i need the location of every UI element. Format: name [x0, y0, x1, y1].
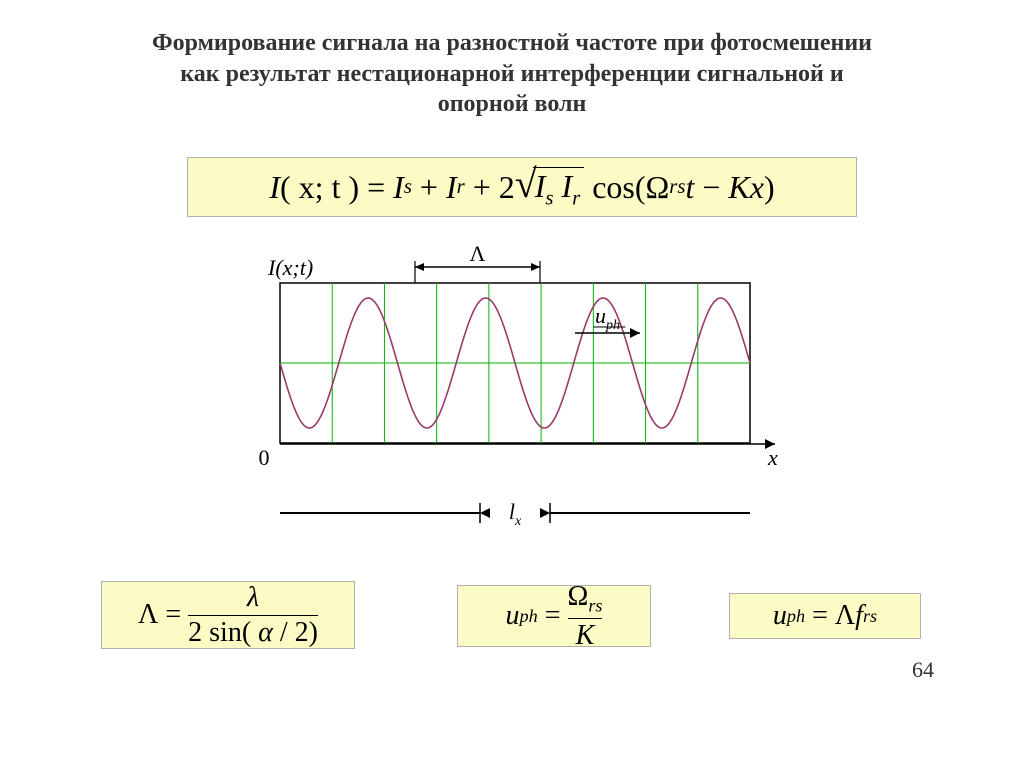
- eq-close: ): [764, 169, 775, 206]
- eq-x: x: [750, 169, 764, 206]
- eq2-u: u: [506, 600, 520, 632]
- eq-Is: I: [393, 169, 404, 206]
- eq-K: K: [728, 169, 749, 206]
- eq-two: 2: [499, 169, 515, 206]
- eq-plus1: +: [420, 169, 438, 206]
- eq-cos: cos(: [592, 169, 645, 206]
- eq-sqrt: √ Is Ir: [515, 164, 584, 210]
- eq1-L: Λ: [138, 599, 158, 631]
- eq-omega: Ω: [646, 169, 670, 206]
- eq1-eq: =: [165, 599, 181, 631]
- eq3-f: f: [855, 600, 863, 632]
- eq-plus2: +: [473, 169, 491, 206]
- wave-diagram: I(x;t)0xΛuphlx: [220, 243, 790, 543]
- eq2-frac: Ωrs K: [568, 582, 603, 650]
- title-line3: опорной волн: [438, 91, 587, 117]
- title-line1: Формирование сигнала на разностной часто…: [152, 30, 872, 56]
- svg-text:x: x: [767, 445, 778, 470]
- eq-rs: rs: [669, 175, 685, 199]
- svg-text:lx: lx: [509, 499, 522, 529]
- equation-lambda: Λ = λ 2 sin( α / 2): [101, 581, 355, 649]
- svg-text:Λ: Λ: [470, 243, 486, 266]
- svg-text:I(x;t): I(x;t): [267, 255, 313, 280]
- eq-eq: =: [367, 169, 385, 206]
- page-number: 64: [912, 657, 934, 683]
- equation-main: I ( x; t ) = Is + Ir + 2 √ Is Ir cos( Ωr…: [187, 157, 857, 217]
- equation-uph-omega: uph = Ωrs K: [457, 585, 651, 647]
- eq-I: I: [269, 169, 280, 206]
- title-line2: как результат нестационарной интерференц…: [180, 61, 843, 87]
- eq1-num: λ: [247, 583, 259, 612]
- eq-t: t: [685, 169, 694, 206]
- eq1-frac: λ 2 sin( α / 2): [188, 583, 318, 647]
- eq3-eq: =: [812, 600, 828, 632]
- eq3-ph: ph: [787, 606, 805, 627]
- svg-text:0: 0: [259, 445, 270, 470]
- eq-minus: −: [702, 169, 720, 206]
- eq3-L: Λ: [835, 600, 855, 632]
- eq-xt: ( x; t ): [280, 169, 359, 206]
- eq2-ph: ph: [520, 606, 538, 627]
- eq-Ir: I: [446, 169, 457, 206]
- eq-Ir-sub: r: [457, 175, 465, 199]
- eq2-eq: =: [545, 600, 561, 632]
- eq3-rs: rs: [863, 606, 877, 627]
- eq-Is-sub: s: [404, 175, 412, 199]
- eq3-u: u: [773, 600, 787, 632]
- equation-uph-lambda: uph = Λ frs: [729, 593, 921, 639]
